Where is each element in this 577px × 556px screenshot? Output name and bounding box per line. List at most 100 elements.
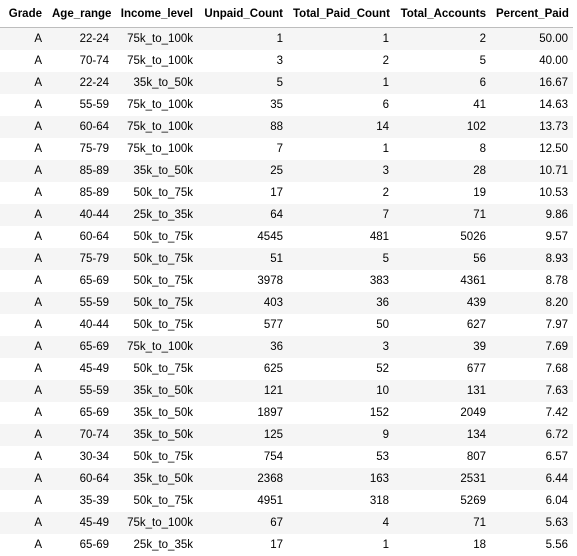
- cell-total-paid-count: 50: [288, 314, 394, 336]
- cell-age-range: 55-59: [47, 94, 114, 116]
- cell-grade: A: [0, 160, 47, 182]
- cell-total-accounts: 5269: [394, 490, 491, 512]
- cell-income-level: 50k_to_75k: [114, 358, 198, 380]
- cell-total-accounts: 134: [394, 424, 491, 446]
- cell-income-level: 50k_to_75k: [114, 226, 198, 248]
- cell-income-level: 35k_to_50k: [114, 72, 198, 94]
- cell-unpaid-count: 121: [198, 380, 288, 402]
- cell-unpaid-count: 67: [198, 512, 288, 534]
- cell-total-paid-count: 383: [288, 270, 394, 292]
- cell-unpaid-count: 403: [198, 292, 288, 314]
- cell-age-range: 40-44: [47, 314, 114, 336]
- cell-total-accounts: 807: [394, 446, 491, 468]
- cell-unpaid-count: 1897: [198, 402, 288, 424]
- cell-income-level: 50k_to_75k: [114, 292, 198, 314]
- column-header-age-range: Age_range: [47, 0, 114, 28]
- cell-percent-paid: 7.63: [491, 380, 573, 402]
- column-header-percent-paid: Percent_Paid: [491, 0, 573, 28]
- cell-total-paid-count: 4: [288, 512, 394, 534]
- cell-grade: A: [0, 512, 47, 534]
- cell-income-level: 35k_to_50k: [114, 424, 198, 446]
- cell-total-accounts: 41: [394, 94, 491, 116]
- cell-total-accounts: 102: [394, 116, 491, 138]
- cell-unpaid-count: 5: [198, 72, 288, 94]
- cell-total-paid-count: 481: [288, 226, 394, 248]
- cell-unpaid-count: 64: [198, 204, 288, 226]
- cell-grade: A: [0, 490, 47, 512]
- cell-income-level: 50k_to_75k: [114, 490, 198, 512]
- cell-unpaid-count: 7: [198, 138, 288, 160]
- cell-total-paid-count: 1: [288, 534, 394, 556]
- cell-total-accounts: 5026: [394, 226, 491, 248]
- cell-percent-paid: 9.86: [491, 204, 573, 226]
- column-header-grade: Grade: [0, 0, 47, 28]
- cell-age-range: 45-49: [47, 512, 114, 534]
- cell-unpaid-count: 625: [198, 358, 288, 380]
- cell-percent-paid: 13.73: [491, 116, 573, 138]
- cell-percent-paid: 5.56: [491, 534, 573, 556]
- cell-percent-paid: 7.68: [491, 358, 573, 380]
- cell-total-accounts: 2: [394, 28, 491, 51]
- cell-income-level: 75k_to_100k: [114, 28, 198, 51]
- cell-total-paid-count: 152: [288, 402, 394, 424]
- cell-unpaid-count: 4951: [198, 490, 288, 512]
- column-header-total-accounts: Total_Accounts: [394, 0, 491, 28]
- cell-percent-paid: 50.00: [491, 28, 573, 51]
- cell-total-paid-count: 9: [288, 424, 394, 446]
- cell-income-level: 50k_to_75k: [114, 314, 198, 336]
- cell-income-level: 50k_to_75k: [114, 182, 198, 204]
- cell-percent-paid: 7.42: [491, 402, 573, 424]
- cell-total-accounts: 627: [394, 314, 491, 336]
- cell-age-range: 45-49: [47, 358, 114, 380]
- cell-unpaid-count: 125: [198, 424, 288, 446]
- cell-age-range: 55-59: [47, 380, 114, 402]
- cell-grade: A: [0, 204, 47, 226]
- cell-percent-paid: 6.57: [491, 446, 573, 468]
- cell-percent-paid: 14.63: [491, 94, 573, 116]
- cell-age-range: 60-64: [47, 468, 114, 490]
- cell-grade: A: [0, 28, 47, 51]
- cell-unpaid-count: 2368: [198, 468, 288, 490]
- cell-income-level: 25k_to_35k: [114, 534, 198, 556]
- cell-total-accounts: 131: [394, 380, 491, 402]
- cell-total-accounts: 39: [394, 336, 491, 358]
- column-header-unpaid-count: Unpaid_Count: [198, 0, 288, 28]
- cell-percent-paid: 6.44: [491, 468, 573, 490]
- cell-age-range: 65-69: [47, 402, 114, 424]
- cell-unpaid-count: 3978: [198, 270, 288, 292]
- cell-grade: A: [0, 50, 47, 72]
- cell-percent-paid: 12.50: [491, 138, 573, 160]
- cell-total-accounts: 677: [394, 358, 491, 380]
- cell-total-paid-count: 7: [288, 204, 394, 226]
- cell-grade: A: [0, 94, 47, 116]
- cell-unpaid-count: 51: [198, 248, 288, 270]
- cell-grade: A: [0, 446, 47, 468]
- cell-percent-paid: 8.93: [491, 248, 573, 270]
- cell-grade: A: [0, 402, 47, 424]
- cell-income-level: 50k_to_75k: [114, 446, 198, 468]
- cell-income-level: 50k_to_75k: [114, 270, 198, 292]
- cell-percent-paid: 40.00: [491, 50, 573, 72]
- cell-total-paid-count: 3: [288, 336, 394, 358]
- cell-total-paid-count: 1: [288, 138, 394, 160]
- cell-age-range: 35-39: [47, 490, 114, 512]
- cell-unpaid-count: 754: [198, 446, 288, 468]
- cell-income-level: 75k_to_100k: [114, 512, 198, 534]
- cell-total-accounts: 2531: [394, 468, 491, 490]
- cell-grade: A: [0, 336, 47, 358]
- column-header-income-level: Income_level: [114, 0, 198, 28]
- cell-unpaid-count: 577: [198, 314, 288, 336]
- cell-age-range: 22-24: [47, 72, 114, 94]
- cell-percent-paid: 6.72: [491, 424, 573, 446]
- cell-total-accounts: 18: [394, 534, 491, 556]
